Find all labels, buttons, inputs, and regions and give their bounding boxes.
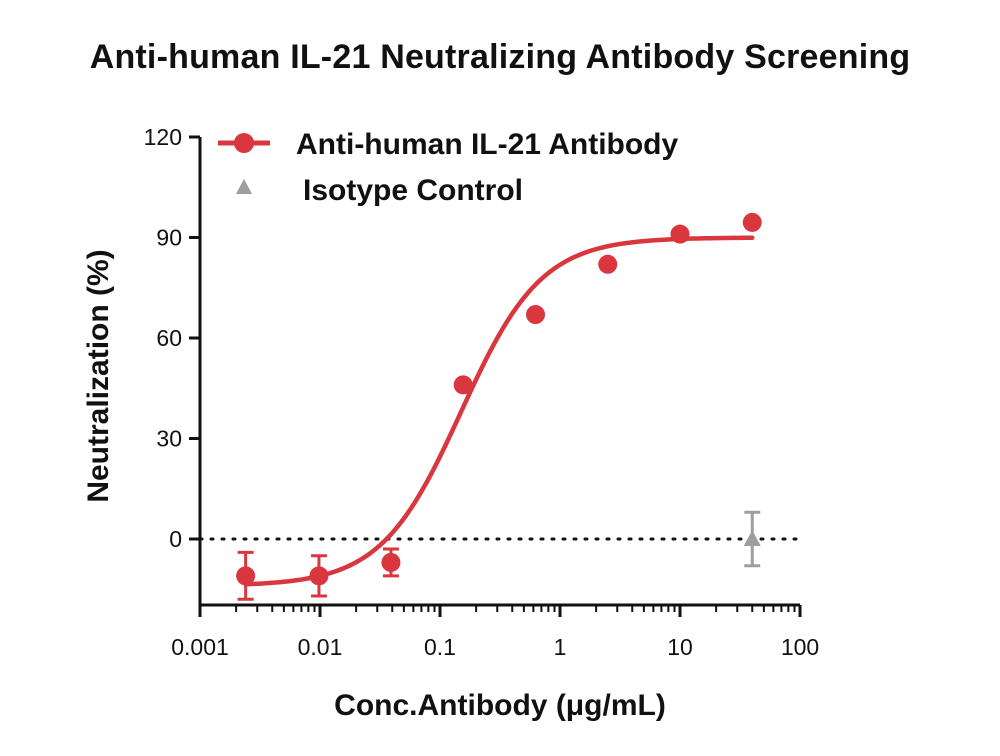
data-point-isotype-control (743, 530, 761, 546)
legend-label-isotype-control: Isotype Control (303, 174, 523, 207)
x-tick-label: 100 (781, 634, 819, 660)
legend-marker-anti-il21 (234, 133, 254, 153)
data-point-anti-il21 (309, 566, 329, 586)
x-tick-label: 10 (667, 634, 693, 660)
data-point-anti-il21 (598, 254, 618, 274)
fit-curve-anti-il21 (243, 235, 755, 587)
data-point-anti-il21 (236, 566, 256, 586)
x-tick-label: 1 (554, 634, 567, 660)
data-point-anti-il21 (742, 212, 762, 232)
x-tick-label: 0.1 (424, 634, 456, 660)
x-tick-label: 0.001 (171, 634, 229, 660)
chart-title: Anti-human IL-21 Neutralizing Antibody S… (89, 38, 911, 76)
legend-label-anti-il21: Anti-human IL-21 Antibody (296, 128, 679, 161)
y-axis-title: Neutralization (%) (82, 249, 115, 502)
y-tick-label: 60 (156, 325, 182, 351)
y-tick-label: 30 (156, 426, 182, 452)
data-point-anti-il21 (670, 224, 690, 244)
data-point-anti-il21 (526, 305, 546, 325)
x-axis-title: Conc.Antibody (μg/mL) (334, 689, 666, 722)
y-tick-label: 90 (156, 225, 182, 251)
y-tick-label: 120 (144, 124, 182, 150)
x-tick-label: 0.01 (298, 634, 343, 660)
legend-marker-isotype-control (236, 179, 252, 194)
data-point-anti-il21 (381, 552, 401, 572)
y-tick-label: 0 (169, 526, 182, 552)
data-point-anti-il21 (453, 375, 473, 395)
